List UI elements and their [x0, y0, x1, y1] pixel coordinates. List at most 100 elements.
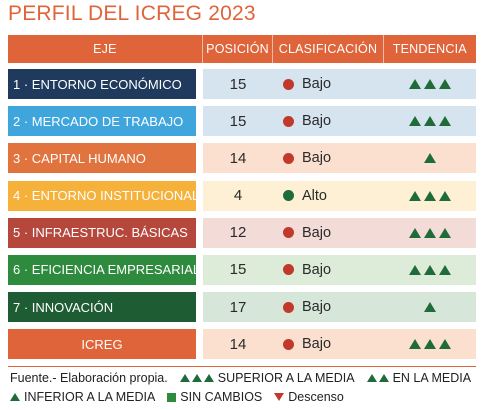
status-dot-icon	[283, 190, 294, 202]
legend-descenso-label: Descenso	[288, 390, 344, 404]
legend-en-media-label: EN LA MEDIA	[392, 371, 472, 385]
header-tendencia: TENDENCIA	[392, 42, 467, 56]
trend-up-icon	[408, 227, 421, 238]
row-clasificacion: Bajo	[273, 255, 383, 285]
legend-inferior-label: INFERIOR A LA MEDIA	[24, 390, 156, 404]
profile-table: EJE POSICIÓN CLASIFICACIÓN TENDENCIA 1 ·…	[8, 35, 476, 367]
row-cells: 15 Bajo	[203, 106, 476, 137]
table-row: 2 · MERCADO DE TRABAJO 15 Bajo	[8, 106, 476, 137]
row-posicion: 14	[229, 149, 247, 167]
legend-line-2: INFERIOR A LA MEDIA SIN CAMBIOS Descenso	[10, 390, 356, 404]
row-clasificacion-label: Bajo	[302, 113, 332, 130]
row-cells: 12 Bajo	[203, 217, 476, 248]
row-clasificacion: Bajo	[273, 218, 383, 248]
trend-up-icon	[438, 264, 451, 275]
row-tendencia	[383, 329, 476, 359]
row-clasificacion: Bajo	[273, 292, 383, 322]
legend-inferior: INFERIOR A LA MEDIA	[10, 390, 155, 404]
single-triangle-icon	[10, 393, 20, 401]
row-clasificacion-label: Bajo	[302, 76, 332, 92]
trend-up-icon	[438, 227, 451, 238]
trend-up-icon	[408, 116, 421, 127]
row-tendencia	[383, 143, 476, 173]
trend-up-icon	[423, 264, 436, 275]
row-eje-label: 5 · INFRAESTRUC. BÁSICAS	[8, 217, 196, 248]
table-row: 4 · ENTORNO INSTITUCIONAL 4 Alto	[8, 180, 476, 211]
table-row: ICREG 14 Bajo	[8, 329, 476, 360]
row-eje-label: 4 · ENTORNO INSTITUCIONAL	[8, 180, 199, 211]
status-dot-icon	[283, 78, 294, 90]
row-posicion: 17	[229, 298, 247, 316]
trend-up-icon	[423, 339, 436, 350]
row-clasificacion: Bajo	[273, 143, 383, 173]
trend-up-icon	[423, 79, 436, 89]
row-cells: 14 Bajo	[203, 143, 476, 174]
status-dot-icon	[283, 338, 294, 350]
table-row: 5 · INFRAESTRUC. BÁSICAS 12 Bajo	[8, 217, 476, 248]
trend-up-icon	[408, 264, 421, 275]
row-cells: 4 Alto	[203, 180, 476, 211]
legend-line-1: Fuente.- Elaboración propia. SUPERIOR A …	[10, 371, 483, 385]
row-eje-label: 3 · CAPITAL HUMANO	[8, 143, 196, 174]
status-dot-icon	[283, 264, 294, 276]
row-tendencia	[383, 106, 476, 136]
row-cells: 17 Bajo	[203, 292, 476, 323]
status-dot-icon	[283, 115, 294, 127]
trend-up-icon	[423, 190, 436, 201]
row-posicion: 15	[229, 261, 247, 279]
row-eje-label: ICREG	[8, 329, 196, 360]
row-eje-label: 6 · EFICIENCIA EMPRESARIAL	[8, 254, 200, 285]
row-clasificacion-label: Alto	[302, 187, 327, 204]
row-clasificacion-label: Bajo	[302, 224, 332, 241]
row-clasificacion: Alto	[273, 181, 383, 211]
row-posicion: 15	[229, 75, 247, 93]
down-triangle-icon	[274, 393, 285, 401]
trend-up-icon	[408, 339, 421, 350]
trend-up-icon	[438, 339, 451, 350]
row-tendencia	[383, 181, 476, 211]
row-cells: 15 Bajo	[203, 254, 476, 285]
table-body: 1 · ENTORNO ECONÓMICO 15 Bajo 2 · MERCADO D…	[8, 69, 476, 360]
status-dot-icon	[283, 152, 294, 164]
source-note: Fuente.- Elaboración propia.	[10, 371, 168, 385]
row-cells: 15 Bajo	[203, 69, 476, 99]
row-clasificacion-label: Bajo	[302, 261, 332, 278]
trend-up-icon	[423, 227, 436, 238]
row-clasificacion-label: Bajo	[302, 299, 332, 316]
table-row: 1 · ENTORNO ECONÓMICO 15 Bajo	[8, 69, 476, 99]
row-clasificacion: Bajo	[273, 106, 383, 136]
legend-sin-cambios: SIN CAMBIOS	[167, 390, 262, 404]
table-row: 3 · CAPITAL HUMANO 14 Bajo	[8, 143, 476, 174]
row-clasificacion: Bajo	[273, 329, 383, 359]
row-cells: 14 Bajo	[203, 329, 476, 360]
row-posicion: 15	[229, 112, 247, 130]
header-eje: EJE	[8, 35, 203, 63]
row-clasificacion-label: Bajo	[302, 150, 332, 167]
table-row: 7 · INNOVACIÓN 17 Bajo	[8, 292, 476, 323]
row-tendencia	[383, 218, 476, 248]
table-row: 6 · EFICIENCIA EMPRESARIAL 15 Bajo	[8, 254, 476, 285]
row-posicion: 12	[229, 224, 247, 242]
row-tendencia	[383, 292, 476, 322]
square-icon	[167, 392, 177, 402]
status-dot-icon	[283, 301, 294, 313]
page-title: PERFIL DEL ICREG 2023	[8, 2, 256, 25]
row-eje-label: 1 · ENTORNO ECONÓMICO	[8, 69, 196, 99]
row-tendencia	[383, 255, 476, 285]
legend-superior: SUPERIOR A LA MEDIA	[179, 371, 355, 385]
trend-up-icon	[408, 190, 421, 201]
legend-sin-cambios-label: SIN CAMBIOS	[180, 390, 263, 404]
header-posicion: POSICIÓN	[203, 35, 274, 63]
status-dot-icon	[283, 227, 294, 239]
legend-superior-label: SUPERIOR A LA MEDIA	[217, 371, 355, 385]
row-tendencia	[383, 69, 476, 99]
legend-descenso: Descenso	[274, 390, 344, 404]
row-clasificacion-label: Bajo	[302, 336, 332, 353]
row-posicion: 4	[233, 187, 243, 205]
row-eje-label: 7 · INNOVACIÓN	[8, 292, 196, 323]
trend-up-icon	[438, 79, 451, 89]
triple-triangle-icon	[179, 374, 214, 382]
row-clasificacion: Bajo	[273, 69, 383, 99]
row-eje-label: 2 · MERCADO DE TRABAJO	[8, 106, 196, 137]
trend-up-icon	[423, 153, 436, 164]
